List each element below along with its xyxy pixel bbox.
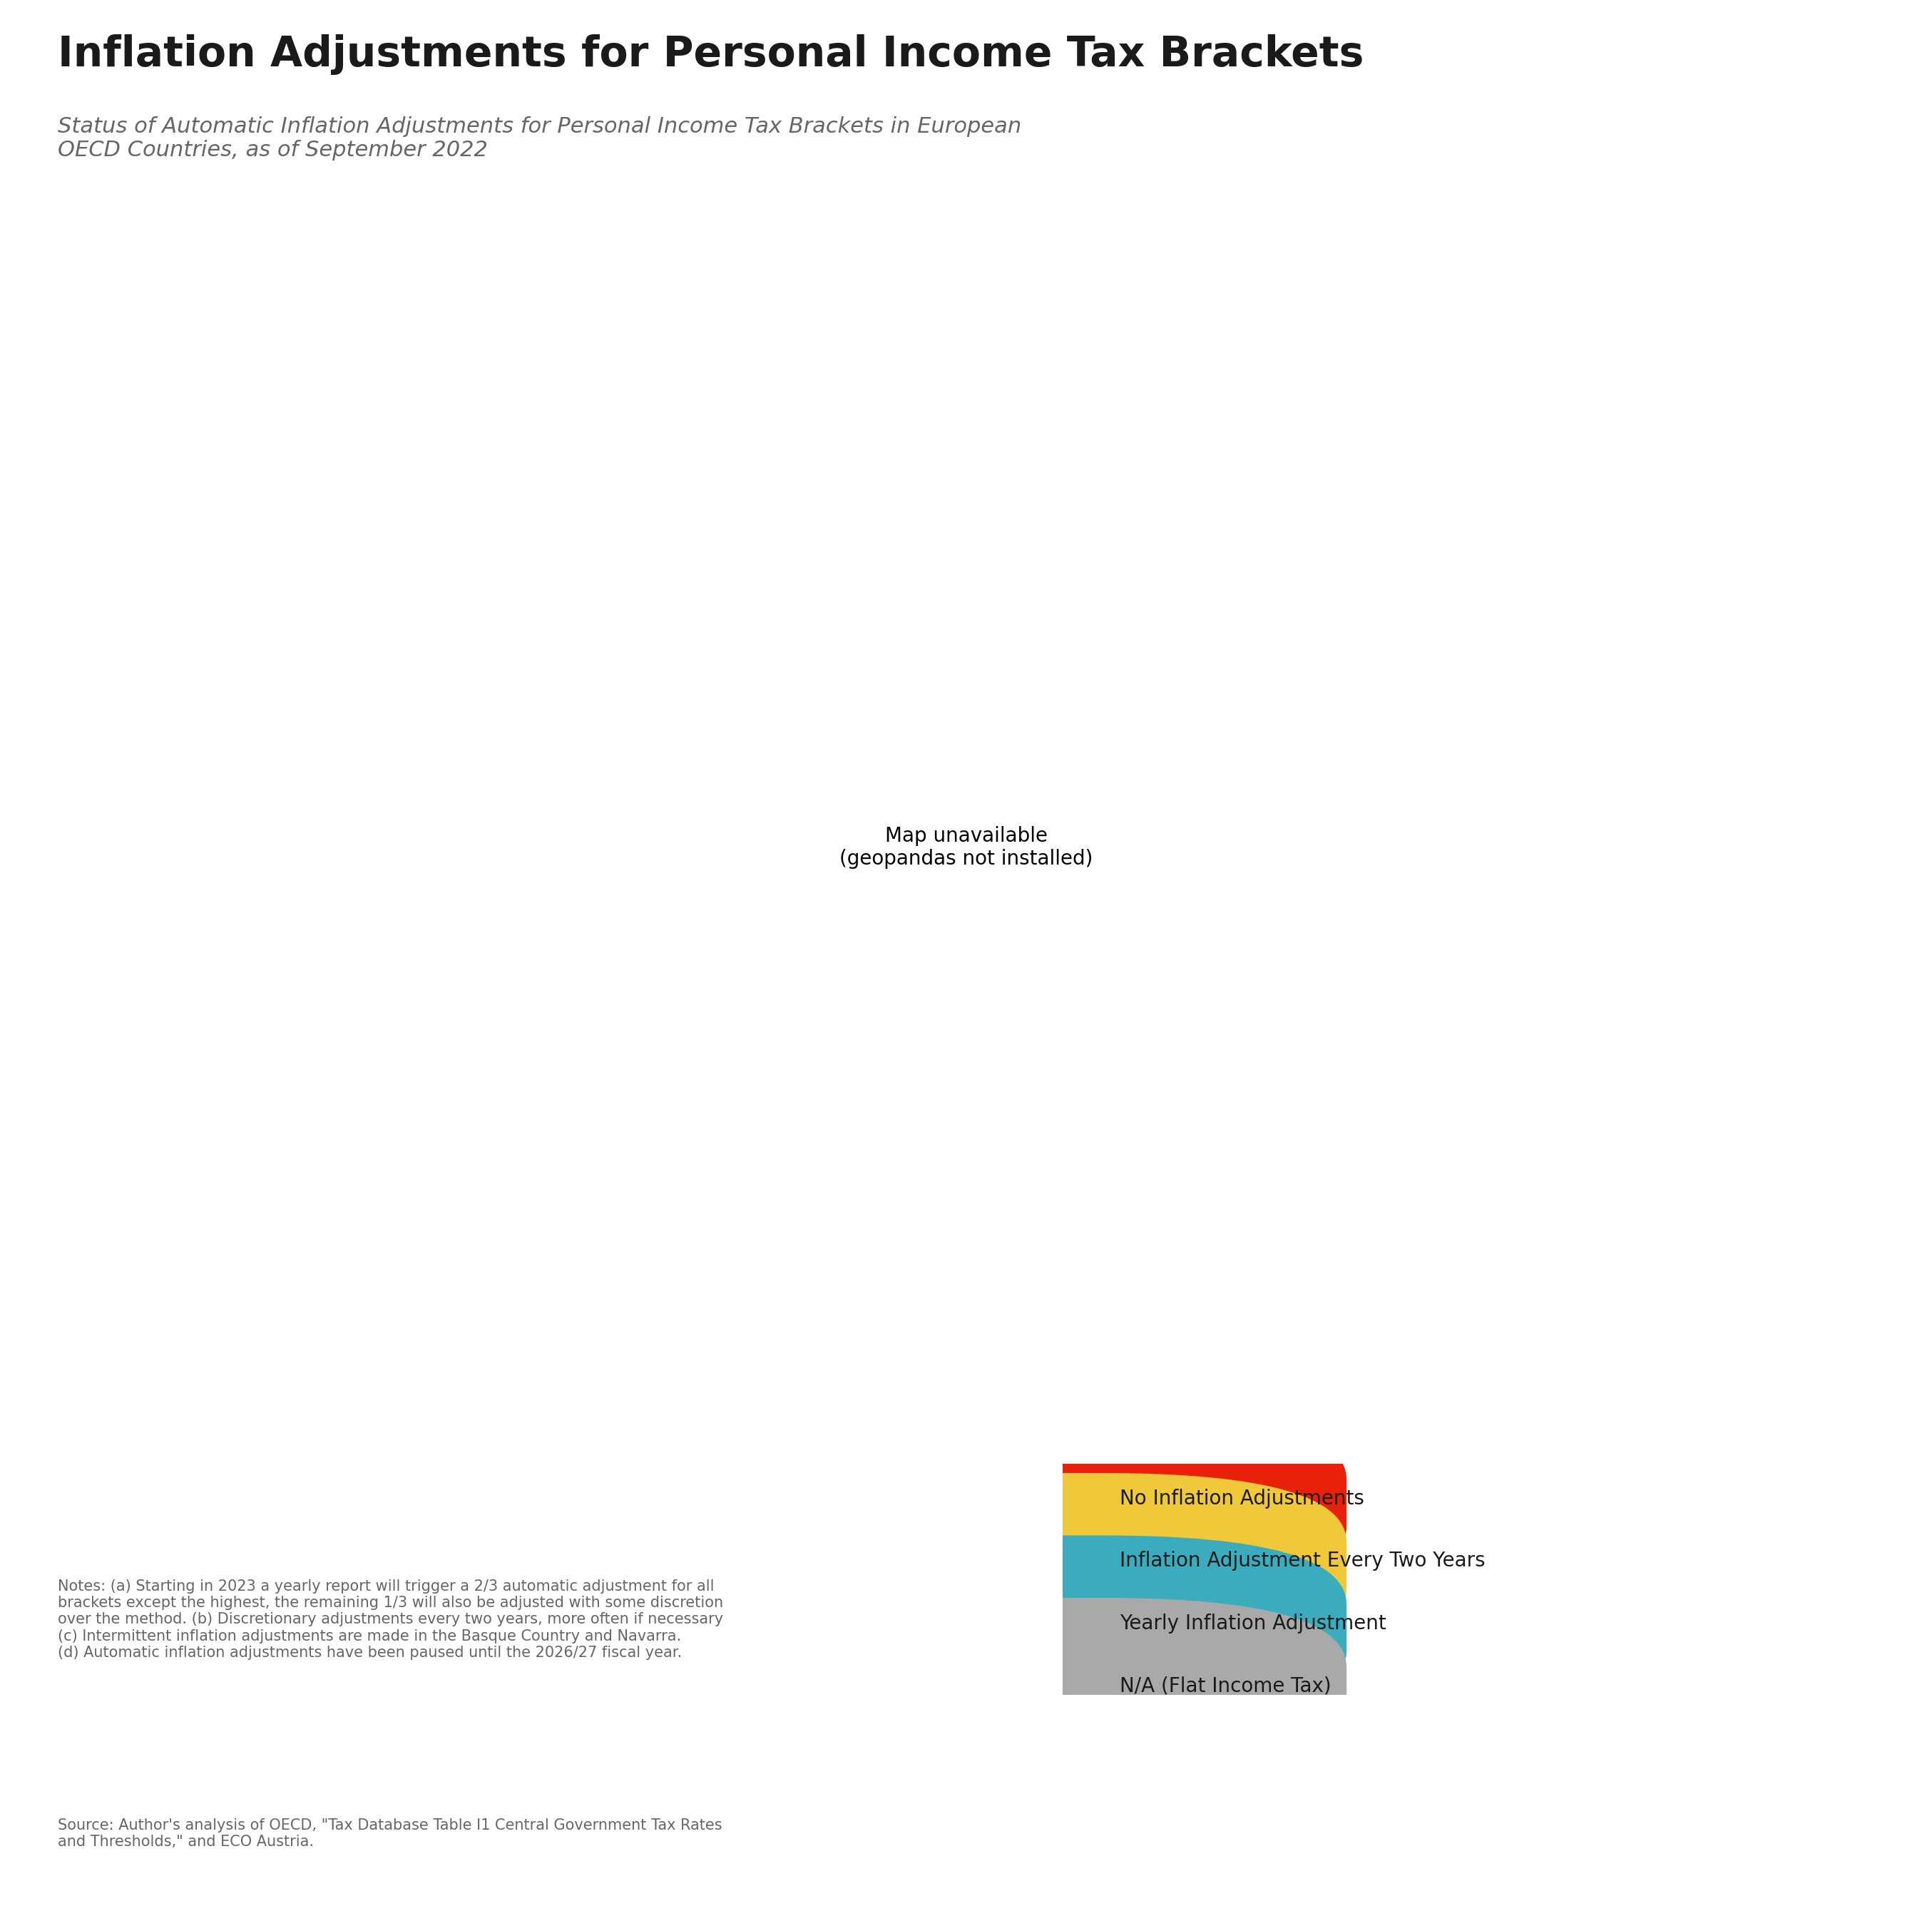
FancyBboxPatch shape	[819, 1535, 1347, 1720]
Text: Source: Author's analysis of OECD, "Tax Database Table I1 Central Government Tax: Source: Author's analysis of OECD, "Tax …	[58, 1818, 723, 1849]
Text: Notes: (a) Starting in 2023 a yearly report will trigger a 2/3 automatic adjustm: Notes: (a) Starting in 2023 a yearly rep…	[58, 1579, 723, 1660]
Text: No Inflation Adjustments: No Inflation Adjustments	[1119, 1489, 1364, 1508]
FancyBboxPatch shape	[819, 1410, 1347, 1595]
Text: Inflation Adjustments for Personal Income Tax Brackets: Inflation Adjustments for Personal Incom…	[58, 35, 1364, 75]
FancyBboxPatch shape	[819, 1473, 1347, 1658]
Text: TAX FOUNDATION: TAX FOUNDATION	[39, 1878, 255, 1897]
Text: Map unavailable
(geopandas not installed): Map unavailable (geopandas not installed…	[838, 826, 1094, 869]
Text: Inflation Adjustment Every Two Years: Inflation Adjustment Every Two Years	[1119, 1550, 1486, 1572]
Text: @TaxFoundation: @TaxFoundation	[1692, 1878, 1893, 1897]
Text: N/A (Flat Income Tax): N/A (Flat Income Tax)	[1119, 1676, 1331, 1695]
Text: Status of Automatic Inflation Adjustments for Personal Income Tax Brackets in Eu: Status of Automatic Inflation Adjustment…	[58, 116, 1022, 160]
Text: Yearly Inflation Adjustment: Yearly Inflation Adjustment	[1119, 1614, 1385, 1633]
FancyBboxPatch shape	[819, 1599, 1347, 1783]
